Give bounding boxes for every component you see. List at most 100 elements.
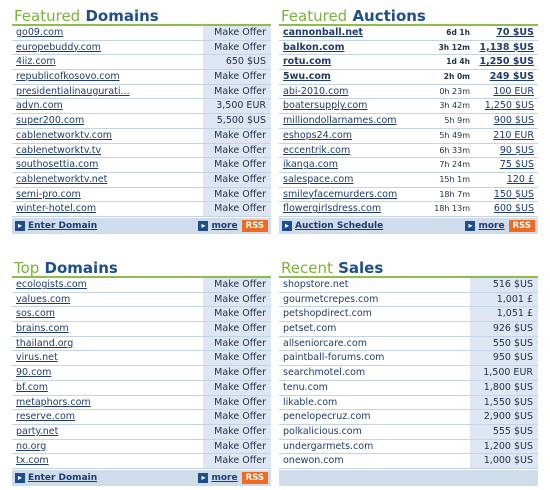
price-value[interactable]: Make Offer (203, 322, 271, 336)
rss-button[interactable]: RSS (508, 219, 535, 232)
price-value[interactable]: Make Offer (203, 410, 271, 424)
price-value[interactable]: 650 $US (203, 55, 271, 70)
domain-name: petshopdirect.com (283, 308, 372, 320)
current-bid[interactable]: 70 $US (496, 27, 534, 38)
price-value[interactable]: Make Offer (203, 143, 271, 158)
price-value[interactable]: Make Offer (203, 70, 271, 84)
domain-name: undergarmets.com (283, 440, 374, 452)
price-value[interactable]: Make Offer (203, 424, 271, 439)
domain-name[interactable]: presidentialinaugurati... (16, 85, 130, 97)
price-value[interactable]: Make Offer (203, 40, 271, 55)
table-row: ecologists.com Make Offer (12, 278, 271, 293)
price-value[interactable]: Make Offer (203, 380, 271, 395)
auction-schedule-link[interactable]: ▸ Auction Schedule (282, 220, 383, 231)
domain-name[interactable]: boatersupply.com (283, 100, 368, 112)
domain-name[interactable]: values.com (16, 293, 71, 305)
table-row: ikanga.com 7h 24m 75 $US (279, 158, 538, 173)
domain-name[interactable]: winter-hotel.com (16, 203, 97, 215)
domain-name[interactable]: abi-2010.com (283, 85, 349, 97)
price-value[interactable]: Make Offer (203, 202, 271, 216)
domain-name[interactable]: cablenetworktv.tv (16, 144, 102, 156)
more-link[interactable]: ▸ more (198, 220, 238, 231)
price-value[interactable]: Make Offer (203, 454, 271, 468)
current-bid[interactable]: 75 $US (499, 159, 534, 171)
price-value[interactable]: Make Offer (203, 395, 271, 410)
current-bid[interactable]: 120 £ (506, 173, 534, 185)
domain-name[interactable]: milliondollarnames.com (283, 115, 397, 127)
price-value[interactable]: Make Offer (203, 26, 271, 40)
domain-name[interactable]: 5wu.com (283, 71, 331, 83)
domain-name[interactable]: reserve.com (16, 411, 76, 423)
domain-name[interactable]: southosettia.com (16, 159, 99, 171)
time-left: 3h 12m (438, 42, 470, 52)
domain-name[interactable]: super200.com (16, 115, 85, 127)
domain-name[interactable]: bf.com (16, 381, 48, 393)
domain-name[interactable]: no.org (16, 440, 47, 452)
price-value[interactable]: Make Offer (203, 439, 271, 454)
domain-name[interactable]: flowergirlsdress.com (283, 203, 382, 215)
domain-name[interactable]: go09.com (16, 27, 64, 38)
domain-name[interactable]: sos.com (16, 308, 56, 320)
rss-button[interactable]: RSS (241, 219, 268, 232)
current-bid[interactable]: 150 $US (493, 188, 534, 200)
domain-name[interactable]: rotu.com (283, 56, 332, 68)
time-left: 1d 4h (446, 57, 470, 67)
current-bid[interactable]: 900 $US (493, 115, 534, 127)
current-bid[interactable]: 210 EUR (493, 129, 534, 141)
time-left: 2h 0m (443, 72, 470, 82)
domain-name[interactable]: party.net (16, 425, 59, 437)
domain-name[interactable]: eccentrik.com (283, 144, 351, 156)
current-bid[interactable]: 1,250 $US (479, 56, 534, 68)
more-link[interactable]: ▸ more (198, 472, 238, 483)
current-bid[interactable]: 249 $US (489, 71, 534, 83)
domain-name[interactable]: balkon.com (283, 41, 345, 53)
current-bid[interactable]: 1,250 $US (484, 100, 534, 112)
current-bid[interactable]: 600 $US (493, 203, 534, 215)
price-value[interactable]: Make Offer (203, 307, 271, 322)
domain-name[interactable]: brains.com (16, 323, 69, 335)
domain-name[interactable]: salespace.com (283, 173, 354, 185)
price-value[interactable]: Make Offer (203, 187, 271, 202)
price-value[interactable]: 3,500 EUR (203, 99, 271, 114)
table-row: values.com Make Offer (12, 292, 271, 308)
price-value[interactable]: 5,500 $US (203, 114, 271, 128)
price-value[interactable]: Make Offer (203, 84, 271, 99)
domain-name[interactable]: smileyfacemurders.com (283, 188, 398, 200)
price-value[interactable]: Make Offer (203, 366, 271, 380)
price-value[interactable]: Make Offer (203, 278, 271, 292)
domain-name[interactable]: ikanga.com (283, 159, 338, 171)
arrow-right-icon: ▸ (15, 472, 25, 483)
table-row: tx.com Make Offer (12, 454, 271, 469)
domain-name[interactable]: virus.net (16, 352, 58, 364)
price-value[interactable]: Make Offer (203, 351, 271, 366)
rss-button[interactable]: RSS (241, 471, 268, 484)
enter-domain-link[interactable]: ▸ Enter Domain (15, 220, 97, 231)
arrow-right-icon: ▸ (465, 220, 476, 231)
domain-name[interactable]: cablenetworktv.net (16, 173, 108, 185)
price-value[interactable]: Make Offer (203, 172, 271, 187)
domain-name[interactable]: metaphors.com (16, 396, 91, 408)
more-link[interactable]: ▸ more (465, 220, 505, 231)
price-value[interactable]: Make Offer (203, 158, 271, 172)
current-bid[interactable]: 90 $US (499, 144, 534, 156)
domain-name[interactable]: republicofkosovo.com (16, 71, 120, 83)
domain-name[interactable]: europebuddy.com (16, 41, 101, 53)
domain-name[interactable]: eshops24.com (283, 129, 353, 141)
domain-name[interactable]: thailand.org (16, 337, 74, 349)
domain-name[interactable]: cablenetworktv.com (16, 129, 113, 141)
current-bid[interactable]: 100 EUR (493, 85, 534, 97)
arrow-right-icon: ▸ (198, 220, 209, 231)
current-bid[interactable]: 1,138 $US (479, 41, 534, 53)
domain-name[interactable]: advn.com (16, 100, 63, 112)
enter-domain-link[interactable]: ▸ Enter Domain (15, 472, 97, 483)
price-value[interactable]: Make Offer (203, 292, 271, 307)
domain-name[interactable]: 90.com (16, 367, 52, 379)
domain-name[interactable]: 4iiz.com (16, 56, 56, 68)
domain-name[interactable]: ecologists.com (16, 279, 87, 290)
price-value[interactable]: Make Offer (203, 128, 271, 143)
price-value: 555 $US (470, 424, 538, 439)
domain-name[interactable]: cannonball.net (283, 27, 363, 38)
domain-name[interactable]: semi-pro.com (16, 188, 81, 200)
domain-name[interactable]: tx.com (16, 455, 49, 467)
price-value[interactable]: Make Offer (203, 336, 271, 351)
